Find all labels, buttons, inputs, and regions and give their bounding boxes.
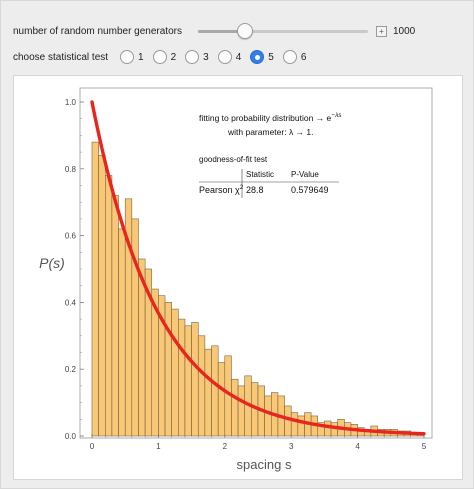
x-tick-label: 1: [156, 442, 161, 451]
y-tick-label: 0.2: [65, 365, 77, 374]
radio-dot-icon: [254, 54, 260, 60]
gof-row-pvalue: 0.579649: [291, 185, 329, 195]
x-tick-label: 2: [223, 442, 228, 451]
plus-icon[interactable]: +: [375, 25, 387, 37]
test-option-label: 6: [300, 51, 307, 63]
test-option-label: 4: [235, 51, 242, 63]
test-option-label: 3: [203, 51, 209, 63]
histogram-bar: [91, 141, 99, 437]
fit-description: fitting to probability distribution → e−…: [199, 112, 342, 123]
gof-header-pvalue: P-Value: [291, 170, 319, 179]
radio-unselected-icon[interactable]: [185, 50, 200, 64]
x-tick-label: 5: [422, 442, 427, 451]
x-axis-label: spacing s: [237, 457, 292, 472]
test-option-label: 1: [138, 51, 144, 63]
test-option-2[interactable]: 2: [152, 50, 177, 64]
test-control-row: choose statistical test 1 2 3 4 5 6: [13, 50, 315, 64]
test-option-3[interactable]: 3: [185, 50, 209, 64]
test-option-label: 2: [170, 51, 177, 63]
fit-annotation: fitting to probability distribution → e−…: [199, 112, 342, 198]
histogram-bar: [324, 420, 332, 437]
test-option-6[interactable]: 6: [282, 50, 307, 64]
x-tick-label: 3: [289, 442, 294, 451]
histogram-bar: [290, 412, 299, 437]
histogram-bar: [197, 335, 206, 437]
histogram-bar: [264, 395, 272, 437]
radio-unselected-icon[interactable]: [152, 50, 167, 64]
fit-parameter: with parameter: λ → 1.: [227, 127, 314, 137]
y-tick-label: 0.4: [65, 298, 77, 307]
histogram-bar: [111, 195, 119, 437]
histogram-bar: [211, 345, 219, 437]
test-option-5[interactable]: 5: [250, 50, 274, 64]
radio-unselected-icon[interactable]: [120, 50, 135, 64]
gof-title: goodness-of-fit test: [199, 155, 268, 164]
histogram-bar: [178, 318, 186, 437]
histogram-bar: [184, 325, 192, 437]
generators-value: 1000: [392, 25, 416, 37]
histogram-bar: [105, 175, 113, 437]
generators-slider[interactable]: [197, 23, 368, 39]
gof-row-label: Pearson χ2: [199, 184, 244, 195]
y-tick-label: 1.0: [65, 98, 77, 107]
test-option-1[interactable]: 1: [120, 50, 144, 64]
histogram-bar: [171, 308, 179, 437]
gof-row-statistic: 28.8: [246, 185, 264, 195]
histogram-bar: [231, 378, 239, 437]
histogram-bar: [204, 348, 212, 437]
histogram-bar: [118, 228, 126, 437]
histogram-bar: [217, 362, 226, 437]
histogram-chart: 0 1 2 3 4 50.00.20.40.60.81.0 P(s) spacing s …: [39, 87, 433, 472]
histogram-bar: [98, 155, 106, 437]
test-option-4[interactable]: 4: [217, 50, 242, 64]
histogram-bar: [164, 302, 172, 437]
y-tick-label: 0.0: [65, 432, 77, 441]
axis-ticks: 0 1 2 3 4 5 0.0 0.2 0.4 0.6 0.8 1.0: [65, 98, 427, 451]
y-tick-label: 0.6: [65, 232, 77, 241]
histogram-bar: [237, 385, 245, 437]
gof-header-statistic: Statistic: [246, 170, 274, 179]
radio-unselected-icon[interactable]: [282, 50, 297, 64]
radio-unselected-icon[interactable]: [217, 50, 232, 64]
radio-selected-icon[interactable]: [250, 50, 265, 64]
slider-fill: [197, 30, 244, 33]
y-tick-label: 0.8: [65, 165, 77, 174]
exponential-curve: [90, 100, 426, 436]
plot-card: 0 1 2 3 4 5 0.0 0.2 0.4 0.6 0.8 1.0 P(s) spacing s …: [13, 75, 463, 480]
histogram-bar: [284, 405, 292, 437]
slider-track: [197, 30, 368, 33]
y-axis-label: P(s): [39, 255, 65, 271]
x-tick-label: 4: [355, 442, 360, 451]
generators-control-row: number of random number generators + 100…: [13, 23, 416, 39]
generators-label: number of random number generators: [13, 25, 182, 37]
histogram-bar: [297, 415, 305, 437]
x-tick-label: 0: [90, 442, 95, 451]
test-option-label: 5: [268, 51, 274, 63]
slider-thumb[interactable]: [236, 23, 253, 39]
histogram-bar: [191, 322, 199, 437]
test-radio-group: 1 2 3 4 5 6: [120, 50, 315, 64]
test-label: choose statistical test: [13, 51, 109, 63]
